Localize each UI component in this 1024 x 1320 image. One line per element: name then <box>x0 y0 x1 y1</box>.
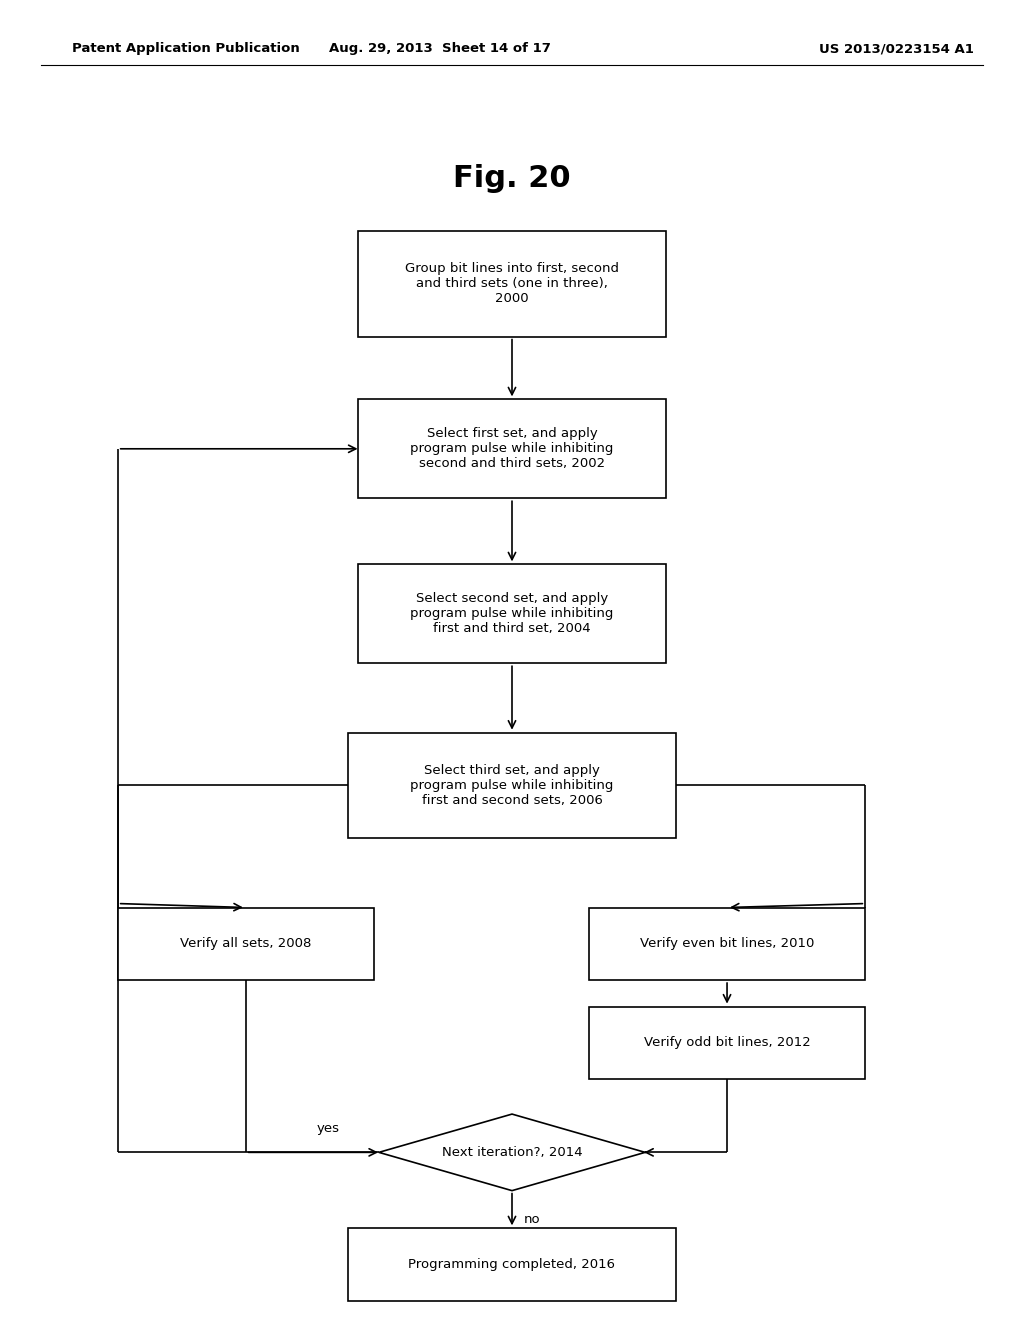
FancyBboxPatch shape <box>589 908 865 979</box>
Text: Verify even bit lines, 2010: Verify even bit lines, 2010 <box>640 937 814 950</box>
Text: Select third set, and apply
program pulse while inhibiting
first and second sets: Select third set, and apply program puls… <box>411 764 613 807</box>
Text: Select second set, and apply
program pulse while inhibiting
first and third set,: Select second set, and apply program pul… <box>411 593 613 635</box>
FancyBboxPatch shape <box>118 908 374 979</box>
FancyBboxPatch shape <box>358 231 666 337</box>
Polygon shape <box>379 1114 645 1191</box>
FancyBboxPatch shape <box>358 399 666 498</box>
Text: Aug. 29, 2013  Sheet 14 of 17: Aug. 29, 2013 Sheet 14 of 17 <box>330 42 551 55</box>
Text: Select first set, and apply
program pulse while inhibiting
second and third sets: Select first set, and apply program puls… <box>411 428 613 470</box>
FancyBboxPatch shape <box>358 565 666 663</box>
FancyBboxPatch shape <box>348 1228 676 1302</box>
Text: Verify all sets, 2008: Verify all sets, 2008 <box>180 937 311 950</box>
Text: Patent Application Publication: Patent Application Publication <box>72 42 299 55</box>
Text: Group bit lines into first, second
and third sets (one in three),
2000: Group bit lines into first, second and t… <box>406 263 618 305</box>
Text: Programming completed, 2016: Programming completed, 2016 <box>409 1258 615 1271</box>
Text: Next iteration?, 2014: Next iteration?, 2014 <box>441 1146 583 1159</box>
FancyBboxPatch shape <box>348 733 676 838</box>
Text: yes: yes <box>316 1122 339 1135</box>
Text: Fig. 20: Fig. 20 <box>454 164 570 193</box>
FancyBboxPatch shape <box>589 1006 865 1080</box>
Text: Verify odd bit lines, 2012: Verify odd bit lines, 2012 <box>644 1036 810 1049</box>
Text: no: no <box>524 1213 541 1226</box>
Text: US 2013/0223154 A1: US 2013/0223154 A1 <box>819 42 974 55</box>
